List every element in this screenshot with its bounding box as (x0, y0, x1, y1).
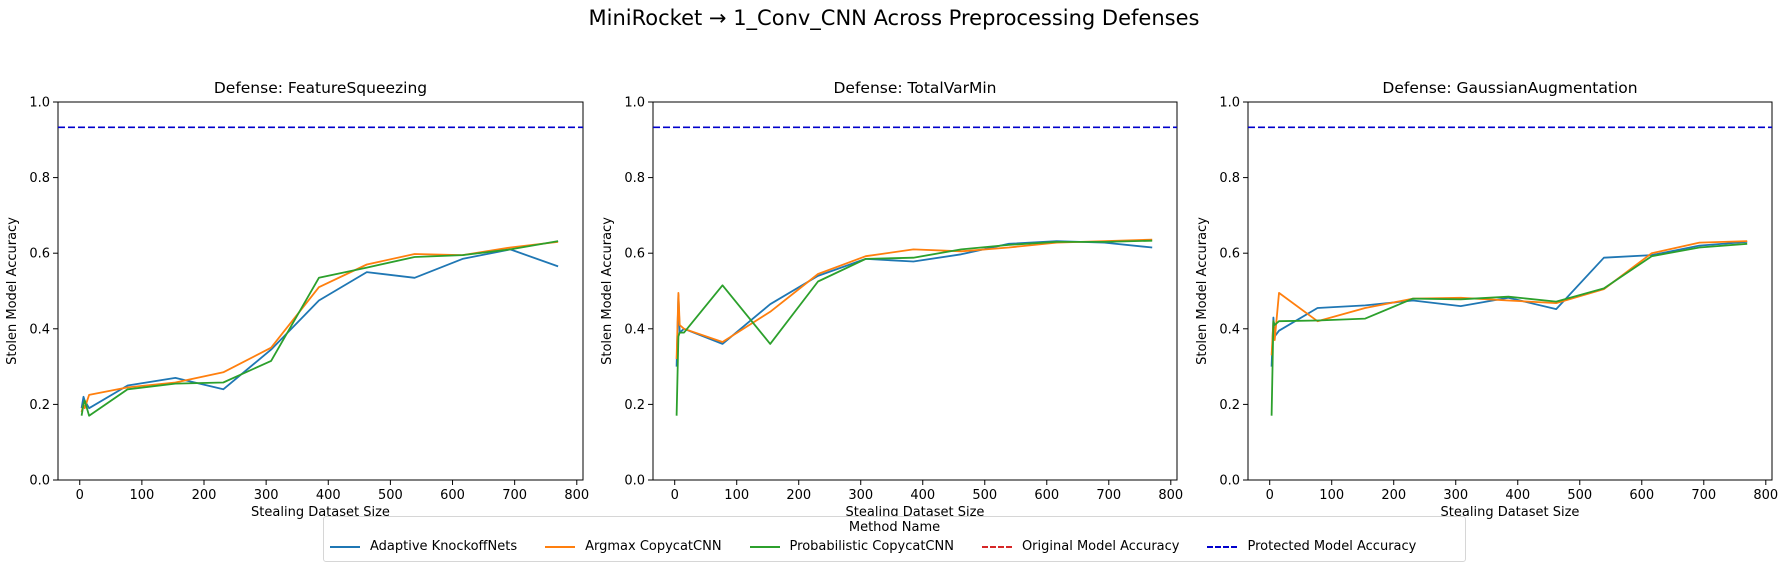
legend-item-original-model-accuracy: Original Model Accuracy (981, 539, 1180, 554)
subplot-1: 0 100 200 300 400 500 600 700 800 0.0 0.2 0.4 0.6 0.8… (5, 79, 589, 520)
y-axis-label: Stolen Model Accuracy (5, 217, 20, 365)
series-line-probabilistic-copycatcnn (675, 239, 1153, 416)
legend-label: Protected Model Accuracy (1247, 539, 1417, 554)
x-tick-label: 700 (1096, 488, 1121, 503)
legend-swatch-probabilistic-copycatcnn (749, 545, 780, 548)
x-tick-label: 300 (1443, 488, 1468, 503)
subplot-title: Defense: FeatureSqueezing (214, 79, 427, 97)
y-tick-label: 0.8 (29, 171, 50, 186)
x-tick-label: 600 (440, 488, 465, 503)
x-tick-label: 700 (502, 488, 527, 503)
x-tick-label: 100 (724, 488, 749, 503)
legend-swatch-protected-model-accuracy (1207, 545, 1238, 548)
x-tick-label: 800 (564, 488, 589, 503)
y-axis-label: Stolen Model Accuracy (1195, 217, 1210, 365)
x-axis-label: Stealing Dataset Size (1441, 505, 1580, 520)
legend-items: Adaptive KnockoffNets Argmax CopycatCNN … (330, 539, 1444, 554)
legend-label: Original Model Accuracy (1021, 539, 1180, 554)
series-line-adaptive-knockoffnets (1270, 241, 1748, 367)
y-tick-label: 1.0 (624, 96, 645, 111)
x-tick-label: 300 (848, 488, 873, 503)
x-tick-label: 800 (1753, 488, 1778, 503)
y-tick-label: 0.4 (29, 322, 50, 337)
legend-swatch-original-model-accuracy (981, 545, 1012, 548)
legend: Method Name Adaptive KnockoffNets Argmax… (323, 516, 1466, 562)
y-tick-label: 1.0 (1219, 96, 1240, 111)
x-tick-label: 0 (76, 488, 84, 503)
y-tick-label: 0.2 (29, 398, 50, 413)
y-tick-label: 0.4 (1219, 322, 1240, 337)
axes-frame (652, 101, 1178, 481)
legend-title: Method Name (848, 520, 941, 535)
y-tick-label: 0.8 (624, 171, 645, 186)
legend-item-protected-model-accuracy: Protected Model Accuracy (1207, 539, 1416, 554)
series-line-probabilistic-copycatcnn (80, 240, 559, 417)
x-tick-label: 200 (1381, 488, 1406, 503)
y-tick-label: 0.6 (1219, 247, 1240, 262)
axes-frame (1247, 101, 1773, 481)
legend-label: Argmax CopycatCNN (585, 539, 722, 554)
x-tick-label: 600 (1034, 488, 1059, 503)
x-tick-label: 500 (972, 488, 997, 503)
x-tick-label: 700 (1691, 488, 1716, 503)
x-tick-label: 100 (1319, 488, 1344, 503)
x-tick-label: 500 (378, 488, 403, 503)
x-tick-label: 300 (254, 488, 279, 503)
y-tick-label: 0.8 (1219, 171, 1240, 186)
y-tick-label: 0.2 (1219, 398, 1240, 413)
figure-title: MiniRocket → 1_Conv_CNN Across Preproces… (589, 6, 1200, 31)
series-line-probabilistic-copycatcnn (1270, 242, 1748, 416)
legend-item-probabilistic-copycatcnn: Probabilistic CopycatCNN (749, 539, 954, 554)
y-tick-label: 0.0 (624, 474, 645, 489)
axes-frame (57, 101, 584, 481)
x-tick-label: 0 (1266, 488, 1274, 503)
series-line-adaptive-knockoffnets (675, 240, 1153, 367)
x-tick-label: 0 (671, 488, 679, 503)
x-tick-label: 800 (1158, 488, 1183, 503)
legend-item-adaptive-knockoffnets: Adaptive KnockoffNets (330, 539, 517, 554)
legend-swatch-adaptive-knockoffnets (330, 545, 360, 548)
x-tick-label: 600 (1629, 488, 1654, 503)
y-tick-label: 0.0 (1219, 474, 1240, 489)
x-tick-label: 500 (1567, 488, 1592, 503)
subplot-title: Defense: TotalVarMin (833, 79, 996, 97)
y-tick-label: 0.6 (624, 247, 645, 262)
x-tick-label: 200 (192, 488, 217, 503)
y-tick-label: 0.0 (29, 474, 50, 489)
legend-label: Adaptive KnockoffNets (370, 539, 518, 554)
legend-swatch-argmax-copycatcnn (545, 545, 576, 548)
subplot-title: Defense: GaussianAugmentation (1382, 79, 1637, 97)
x-tick-label: 100 (129, 488, 154, 503)
x-tick-label: 200 (786, 488, 811, 503)
x-tick-label: 400 (316, 488, 341, 503)
subplot-2: 0 100 200 300 400 500 600 700 800 0.0 0.2 0.4 0.6 0.8… (600, 79, 1183, 520)
y-axis-label: Stolen Model Accuracy (600, 217, 615, 365)
legend-item-argmax-copycatcnn: Argmax CopycatCNN (545, 539, 722, 554)
y-tick-label: 0.6 (29, 247, 50, 262)
y-tick-label: 0.4 (624, 322, 645, 337)
legend-label: Probabilistic CopycatCNN (789, 539, 954, 554)
series-line-argmax-copycatcnn (675, 238, 1153, 360)
y-tick-label: 0.2 (624, 398, 645, 413)
subplot-3: 0 100 200 300 400 500 600 700 800 0.0 0.2 0.4 0.6 0.8… (1195, 79, 1778, 520)
y-tick-label: 1.0 (29, 96, 50, 111)
x-tick-label: 400 (1505, 488, 1530, 503)
x-tick-label: 400 (910, 488, 935, 503)
